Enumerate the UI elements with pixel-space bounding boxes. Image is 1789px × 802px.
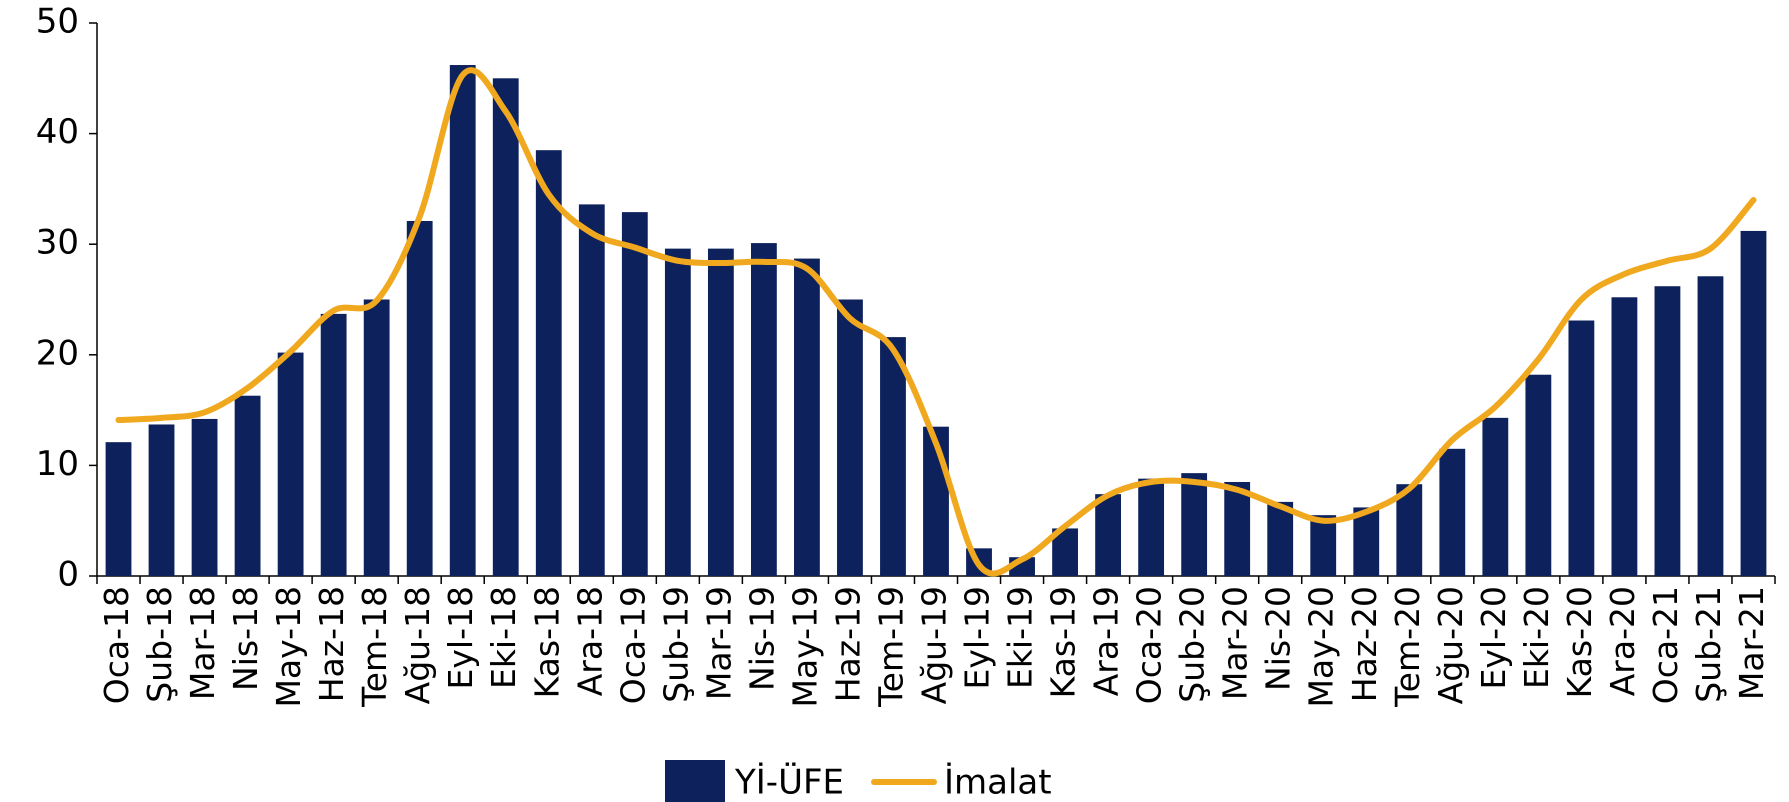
- x-tick-label: Eyl-19: [958, 586, 997, 689]
- legend-swatch: [665, 760, 725, 802]
- x-tick-label: Haz-20: [1345, 586, 1384, 702]
- x-tick-label: May-20: [1302, 586, 1341, 708]
- x-tick-label: Oca-20: [1130, 586, 1169, 704]
- bar: [1525, 374, 1552, 576]
- x-tick-label: Ağu-18: [398, 586, 437, 704]
- x-tick-label: May-19: [785, 586, 824, 708]
- bar: [837, 299, 863, 576]
- bar: [794, 258, 820, 576]
- bar: [492, 78, 519, 577]
- x-tick-label: Ara-20: [1603, 586, 1642, 696]
- x-tick-label: Kas-18: [527, 586, 566, 698]
- bar: [1224, 481, 1251, 576]
- bar: [1181, 473, 1208, 576]
- legend-label: Yİ-ÜFE: [734, 762, 844, 802]
- bar: [105, 442, 132, 576]
- y-tick-label: 30: [36, 223, 79, 263]
- x-tick-label: Tem-20: [1388, 586, 1427, 708]
- bar: [1267, 501, 1294, 576]
- bar: [148, 424, 175, 576]
- x-tick-label: Oca-19: [613, 586, 652, 704]
- bar: [277, 352, 304, 576]
- x-tick-label: Kas-19: [1044, 586, 1083, 698]
- bar: [1138, 478, 1165, 576]
- x-tick-label: Eyl-18: [441, 586, 480, 689]
- bar: [449, 65, 476, 576]
- x-tick-label: Tem-19: [871, 586, 910, 708]
- bar: [664, 248, 691, 576]
- x-tick-label: Mar-18: [183, 586, 222, 700]
- x-tick-label: Tem-18: [355, 586, 394, 708]
- x-tick-label: Eki-19: [1001, 586, 1040, 689]
- x-tick-label: Kas-20: [1560, 586, 1599, 698]
- bar: [1482, 417, 1509, 576]
- x-tick-label: Oca-21: [1646, 586, 1685, 704]
- bar: [320, 313, 347, 576]
- bar: [1310, 515, 1337, 576]
- bar: [1396, 484, 1423, 576]
- legend: Yİ-ÜFE İmalat: [665, 760, 1052, 802]
- bar: [191, 418, 218, 576]
- bar: [707, 248, 734, 576]
- x-tick-label: Eki-20: [1517, 586, 1556, 689]
- x-tick-label: Mar-21: [1732, 586, 1771, 700]
- y-tick-label: 50: [36, 2, 79, 42]
- x-tick-label: Ara-18: [570, 586, 609, 696]
- x-tick-label: Nis-20: [1259, 586, 1298, 691]
- x-tick-label: Ağu-20: [1431, 586, 1470, 704]
- x-tick-label: Ağu-19: [915, 586, 954, 704]
- x-tick-label: Eki-18: [484, 586, 523, 689]
- x-tick-label: Eyl-20: [1474, 586, 1513, 689]
- y-tick-label: 20: [36, 333, 79, 373]
- bar: [1654, 286, 1681, 576]
- x-tick-label: Nis-18: [226, 586, 265, 691]
- bar: [621, 212, 648, 576]
- x-tick-label: Haz-18: [312, 586, 351, 702]
- bar: [535, 150, 562, 576]
- bar: [578, 204, 605, 576]
- bar: [1095, 494, 1122, 576]
- x-tick-label: Şub-20: [1173, 586, 1212, 703]
- x-tick-label: Şub-19: [656, 586, 695, 703]
- x-tick-label: Mar-20: [1216, 586, 1255, 700]
- bar: [1568, 320, 1595, 576]
- legend-label: İmalat: [944, 763, 1052, 802]
- y-tick-label: 10: [36, 444, 79, 484]
- x-tick-label: Şub-21: [1689, 586, 1728, 703]
- x-tick-label: Oca-18: [97, 586, 136, 704]
- x-tick-label: Ara-19: [1087, 586, 1126, 696]
- y-tick-label: 0: [57, 555, 79, 595]
- bar: [406, 220, 433, 576]
- bar: [363, 299, 390, 576]
- bar: [880, 337, 906, 576]
- bar: [234, 395, 261, 576]
- x-tick-label: Şub-18: [140, 586, 179, 703]
- bar: [1353, 507, 1380, 576]
- line: [115, 67, 1757, 577]
- bar: [1740, 230, 1767, 577]
- x-tick-label: May-18: [269, 586, 308, 708]
- bar: [1697, 276, 1724, 576]
- x-tick-label: Haz-19: [828, 586, 867, 702]
- x-tick-label: Mar-19: [699, 586, 738, 700]
- bar: [1611, 297, 1638, 576]
- y-tick-label: 40: [36, 112, 79, 152]
- bar: [1439, 448, 1466, 576]
- x-tick-label: Nis-19: [742, 586, 781, 691]
- bar: [750, 243, 777, 576]
